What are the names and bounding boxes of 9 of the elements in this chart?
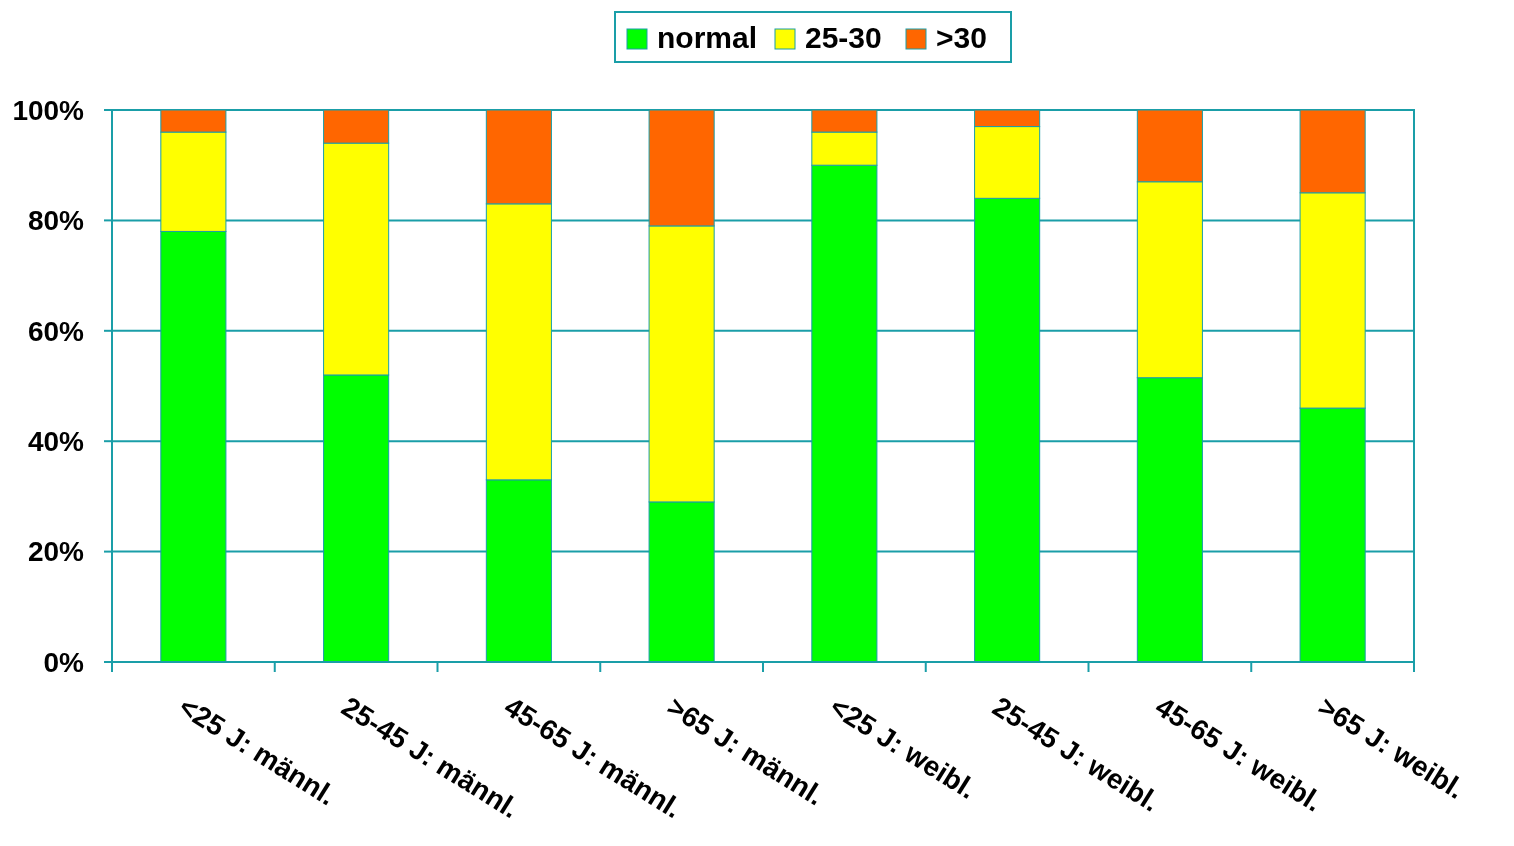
y-tick-label: 20% xyxy=(27,536,85,568)
y-tick-label: 0% xyxy=(43,646,85,678)
legend-label: normal xyxy=(657,21,758,54)
y-tick-label: 100% xyxy=(12,94,85,126)
y-tick-label: 40% xyxy=(27,426,85,457)
y-tick-label: 80% xyxy=(27,205,85,237)
y-tick-label: 60% xyxy=(27,315,85,347)
legend-label: >30 xyxy=(936,21,987,54)
legend-label: 25-30 xyxy=(805,21,882,54)
